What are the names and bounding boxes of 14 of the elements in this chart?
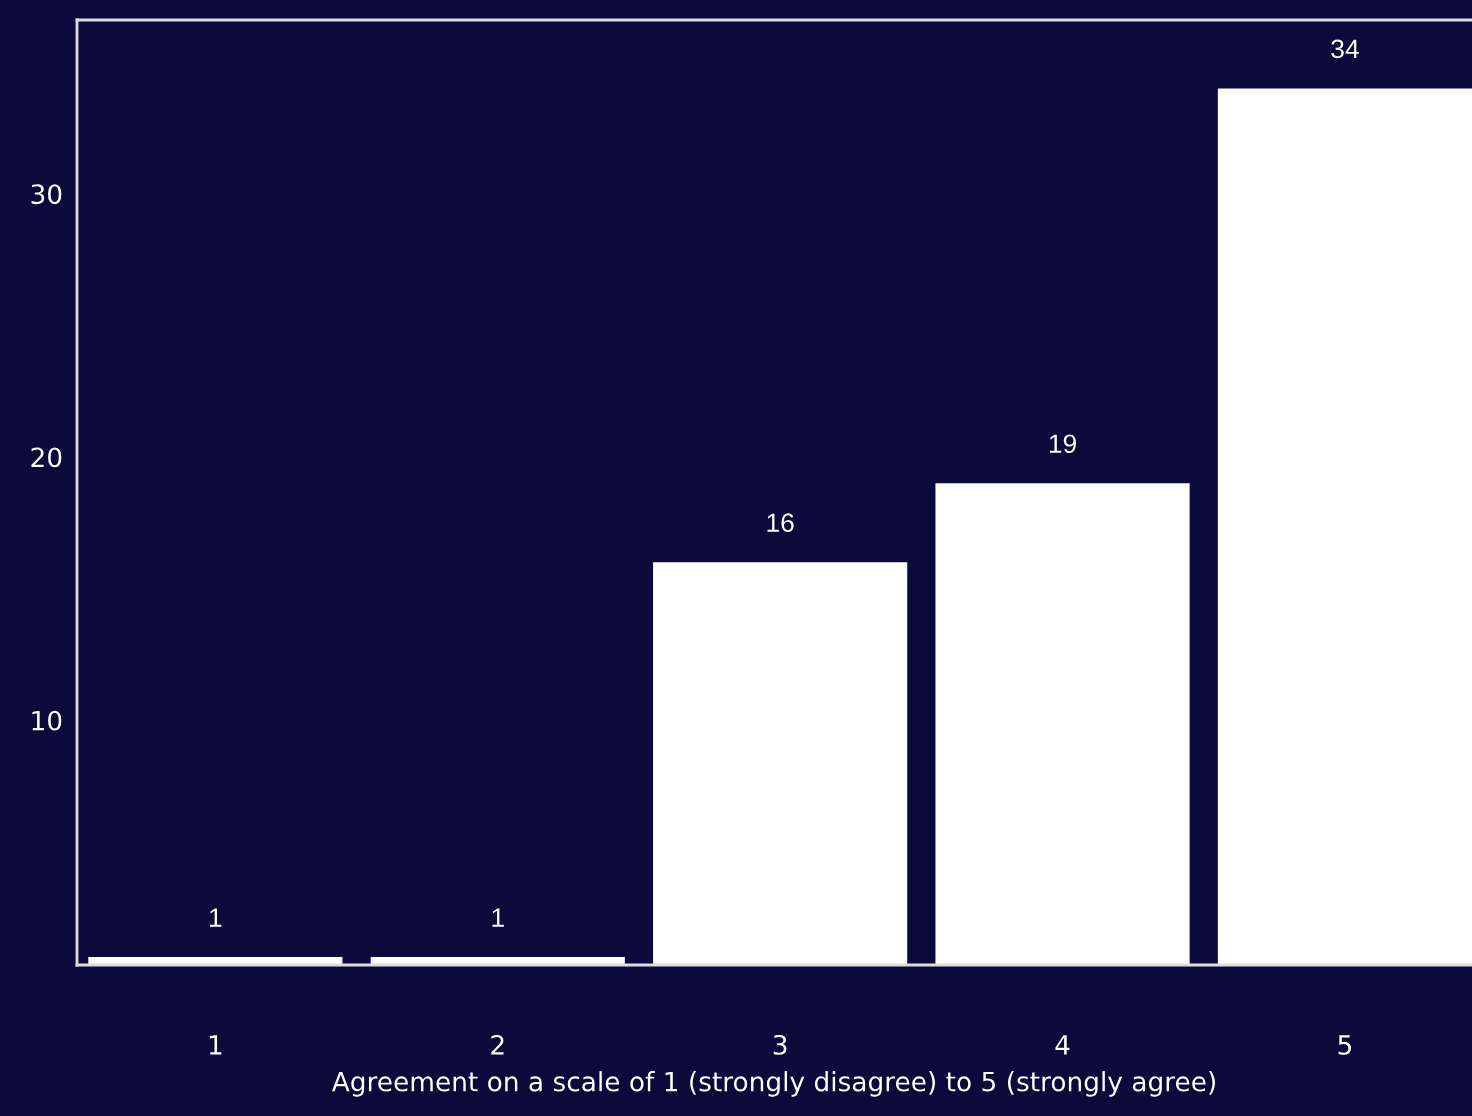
x-tick-label: 5 xyxy=(1338,1035,1352,1055)
y-tick-label: 10 xyxy=(32,710,62,731)
data-label: 1 xyxy=(492,908,504,927)
data-label: 16 xyxy=(767,513,794,533)
data-label: 19 xyxy=(1049,434,1076,454)
x-tick-label: 3 xyxy=(773,1034,787,1055)
x-tick-label: 2 xyxy=(491,1034,504,1055)
y-tick-label: 30 xyxy=(31,184,62,205)
data-label: 1 xyxy=(210,908,222,927)
x-tick-label: 4 xyxy=(1055,1035,1070,1055)
x-axis-title: Agreement on a scale of 1 (strongly disagree) to 5 (strongly agree) xyxy=(331,1071,1215,1097)
y-tick-label: 20 xyxy=(31,447,62,468)
x-tick-label: 1 xyxy=(209,1035,222,1055)
data-label: 34 xyxy=(1331,39,1359,59)
